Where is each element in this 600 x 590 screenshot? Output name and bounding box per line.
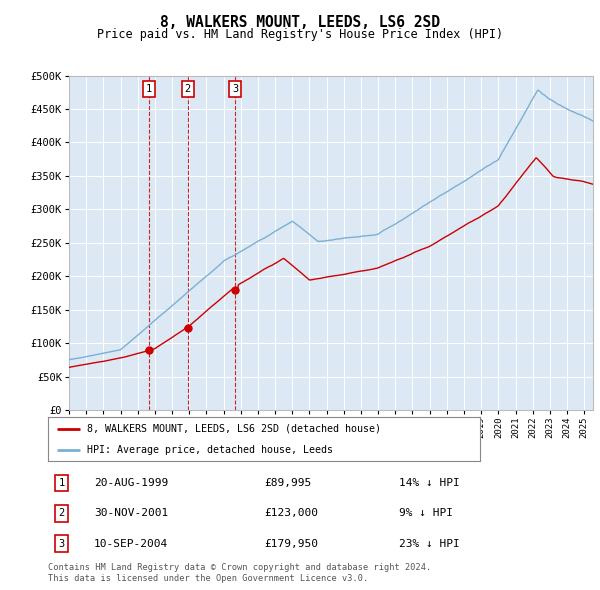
Text: Price paid vs. HM Land Registry's House Price Index (HPI): Price paid vs. HM Land Registry's House … [97,28,503,41]
Text: 2: 2 [58,509,65,518]
Text: HPI: Average price, detached house, Leeds: HPI: Average price, detached house, Leed… [87,445,333,455]
Text: 10-SEP-2004: 10-SEP-2004 [94,539,168,549]
Text: 23% ↓ HPI: 23% ↓ HPI [399,539,460,549]
Text: 1: 1 [146,84,152,94]
Text: 30-NOV-2001: 30-NOV-2001 [94,509,168,518]
Text: 1: 1 [58,478,65,488]
Text: 14% ↓ HPI: 14% ↓ HPI [399,478,460,488]
Text: 2: 2 [185,84,191,94]
Text: 9% ↓ HPI: 9% ↓ HPI [399,509,453,518]
Text: £123,000: £123,000 [264,509,318,518]
Text: 8, WALKERS MOUNT, LEEDS, LS6 2SD: 8, WALKERS MOUNT, LEEDS, LS6 2SD [160,15,440,30]
Text: 20-AUG-1999: 20-AUG-1999 [94,478,168,488]
Text: Contains HM Land Registry data © Crown copyright and database right 2024.
This d: Contains HM Land Registry data © Crown c… [48,563,431,583]
Text: 3: 3 [232,84,239,94]
Text: 3: 3 [58,539,65,549]
Text: £179,950: £179,950 [264,539,318,549]
Text: 8, WALKERS MOUNT, LEEDS, LS6 2SD (detached house): 8, WALKERS MOUNT, LEEDS, LS6 2SD (detach… [87,424,381,434]
Text: £89,995: £89,995 [264,478,311,488]
